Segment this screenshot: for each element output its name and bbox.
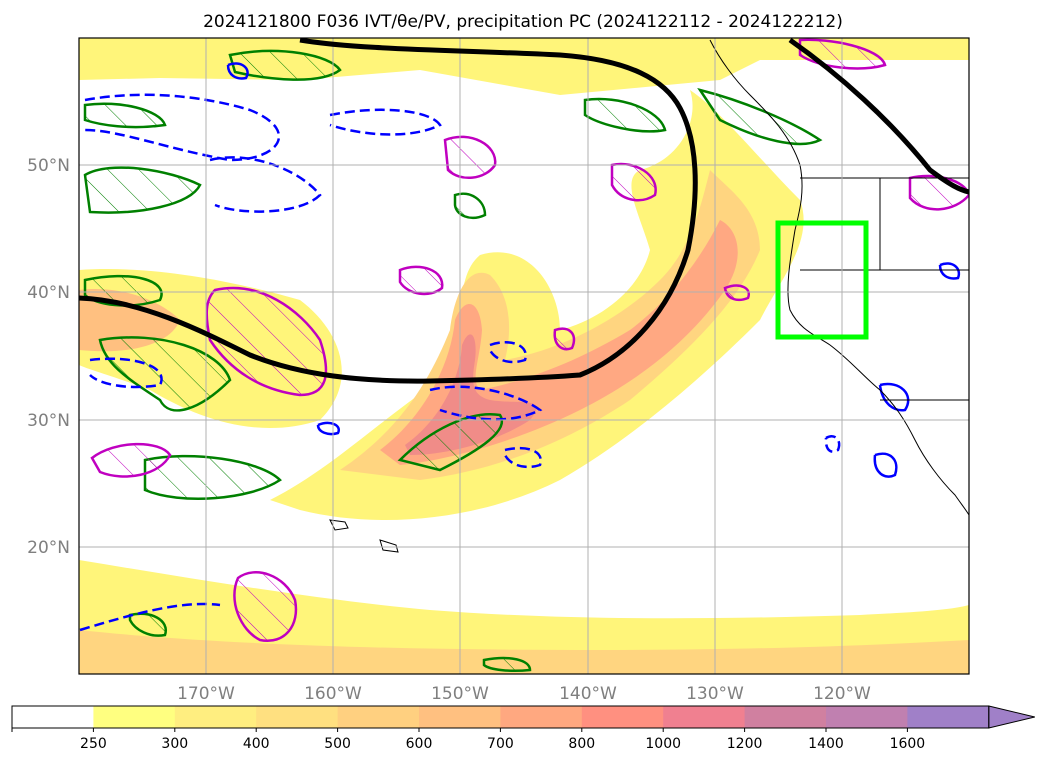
theta-e-contours	[79, 38, 969, 384]
colorbar-tick-label: 1000	[645, 736, 681, 752]
colorbar-tick-label: 600	[406, 736, 433, 752]
colorbar-tick-label: 250	[80, 736, 107, 752]
blue-contour	[316, 421, 341, 436]
colorbar-tick-label: 800	[568, 736, 595, 752]
blue-dashed-contour	[209, 156, 322, 213]
lon-tick-170w: 170°W	[177, 684, 235, 704]
map-panel	[78, 37, 970, 675]
map-frame	[78, 37, 970, 675]
blue-dashed-contour	[488, 341, 527, 364]
colorbar-tick-label: 300	[161, 736, 188, 752]
magenta-contour	[723, 284, 751, 302]
magenta-contour	[233, 571, 298, 643]
colorbar-swatch	[337, 706, 420, 728]
blue-dashed-contour	[429, 385, 543, 421]
colorbar: 250 300 400 500 600 700 800 1000 1200 1400 1600	[11, 705, 1035, 752]
blue-dashed-contour	[824, 435, 841, 453]
green-contour	[83, 166, 202, 214]
green-contour	[143, 454, 282, 500]
colorbar-swatch	[744, 706, 827, 728]
green-contour	[397, 412, 504, 472]
colorbar-tick-label: 400	[243, 736, 270, 752]
lon-tick-150w: 150°W	[431, 684, 489, 704]
lon-tick-120w: 120°W	[813, 684, 871, 704]
blue-dashed-contour	[84, 93, 281, 162]
blue-contour	[938, 262, 961, 280]
colorbar-swatch	[907, 706, 990, 728]
colorbar-swatch	[12, 706, 94, 728]
coastline-north-america	[709, 39, 969, 516]
green-contour	[83, 102, 167, 129]
green-contour	[482, 656, 532, 673]
magenta-contour	[90, 442, 172, 478]
blue-contour	[226, 62, 249, 80]
lon-tick-labels: 170°W 160°W 150°W 140°W 130°W 120°W	[177, 684, 871, 704]
graticule	[79, 38, 969, 674]
magenta-contour	[610, 162, 657, 202]
lat-tick-20n: 20°N	[27, 538, 70, 558]
colorbar-tick-label: 500	[324, 736, 351, 752]
colorbar-extend-arrow	[988, 705, 1035, 729]
colorbar-swatch	[581, 706, 664, 728]
colorbar-tick-label: 1200	[727, 736, 763, 752]
blue-dashed-contour	[89, 357, 163, 389]
lat-tick-labels: 20°N 30°N 40°N 50°N	[27, 156, 70, 558]
lat-tick-50n: 50°N	[27, 156, 70, 176]
green-contour	[228, 49, 342, 81]
magenta-contour	[553, 327, 576, 351]
colorbar-swatch	[256, 706, 339, 728]
green-contour	[583, 97, 667, 133]
colorbar-swatch	[500, 706, 583, 728]
blue-contours	[79, 62, 961, 632]
highlight-box	[775, 220, 869, 340]
lon-tick-160w: 160°W	[304, 684, 362, 704]
magenta-contour	[398, 265, 444, 296]
ivt-ar-core	[405, 334, 537, 455]
colorbar-swatch	[419, 706, 501, 728]
colorbar-swatch	[826, 706, 908, 728]
colorbar-tick-label: 1600	[890, 736, 926, 752]
colorbar-tick-label: 1400	[808, 736, 844, 752]
theta-e-contour	[788, 38, 969, 195]
blue-dashed-contour	[329, 108, 442, 136]
colorbar-swatch	[174, 706, 257, 728]
green-contour	[128, 612, 167, 637]
colorbar-tick-label: 700	[487, 736, 514, 752]
blue-contour	[878, 382, 910, 412]
green-contour	[697, 88, 823, 146]
blue-dashed-contour	[503, 446, 542, 469]
ivt-shading	[79, 38, 969, 674]
lon-tick-140w: 140°W	[559, 684, 617, 704]
ivt-band-south-inner	[79, 630, 969, 674]
lon-tick-130w: 130°W	[686, 684, 744, 704]
colorbar-swatch	[93, 706, 176, 728]
figure-title: 2024121800 F036 IVT/θe/PV, precipitation…	[203, 12, 843, 32]
green-contours	[83, 49, 823, 673]
green-contour	[98, 336, 232, 412]
blue-contour	[873, 452, 898, 478]
green-contour	[453, 192, 487, 220]
lat-tick-40n: 40°N	[27, 283, 70, 303]
coastline	[329, 39, 969, 553]
theta-e-contour	[79, 38, 698, 384]
lat-tick-30n: 30°N	[27, 411, 70, 431]
colorbar-swatch	[663, 706, 746, 728]
